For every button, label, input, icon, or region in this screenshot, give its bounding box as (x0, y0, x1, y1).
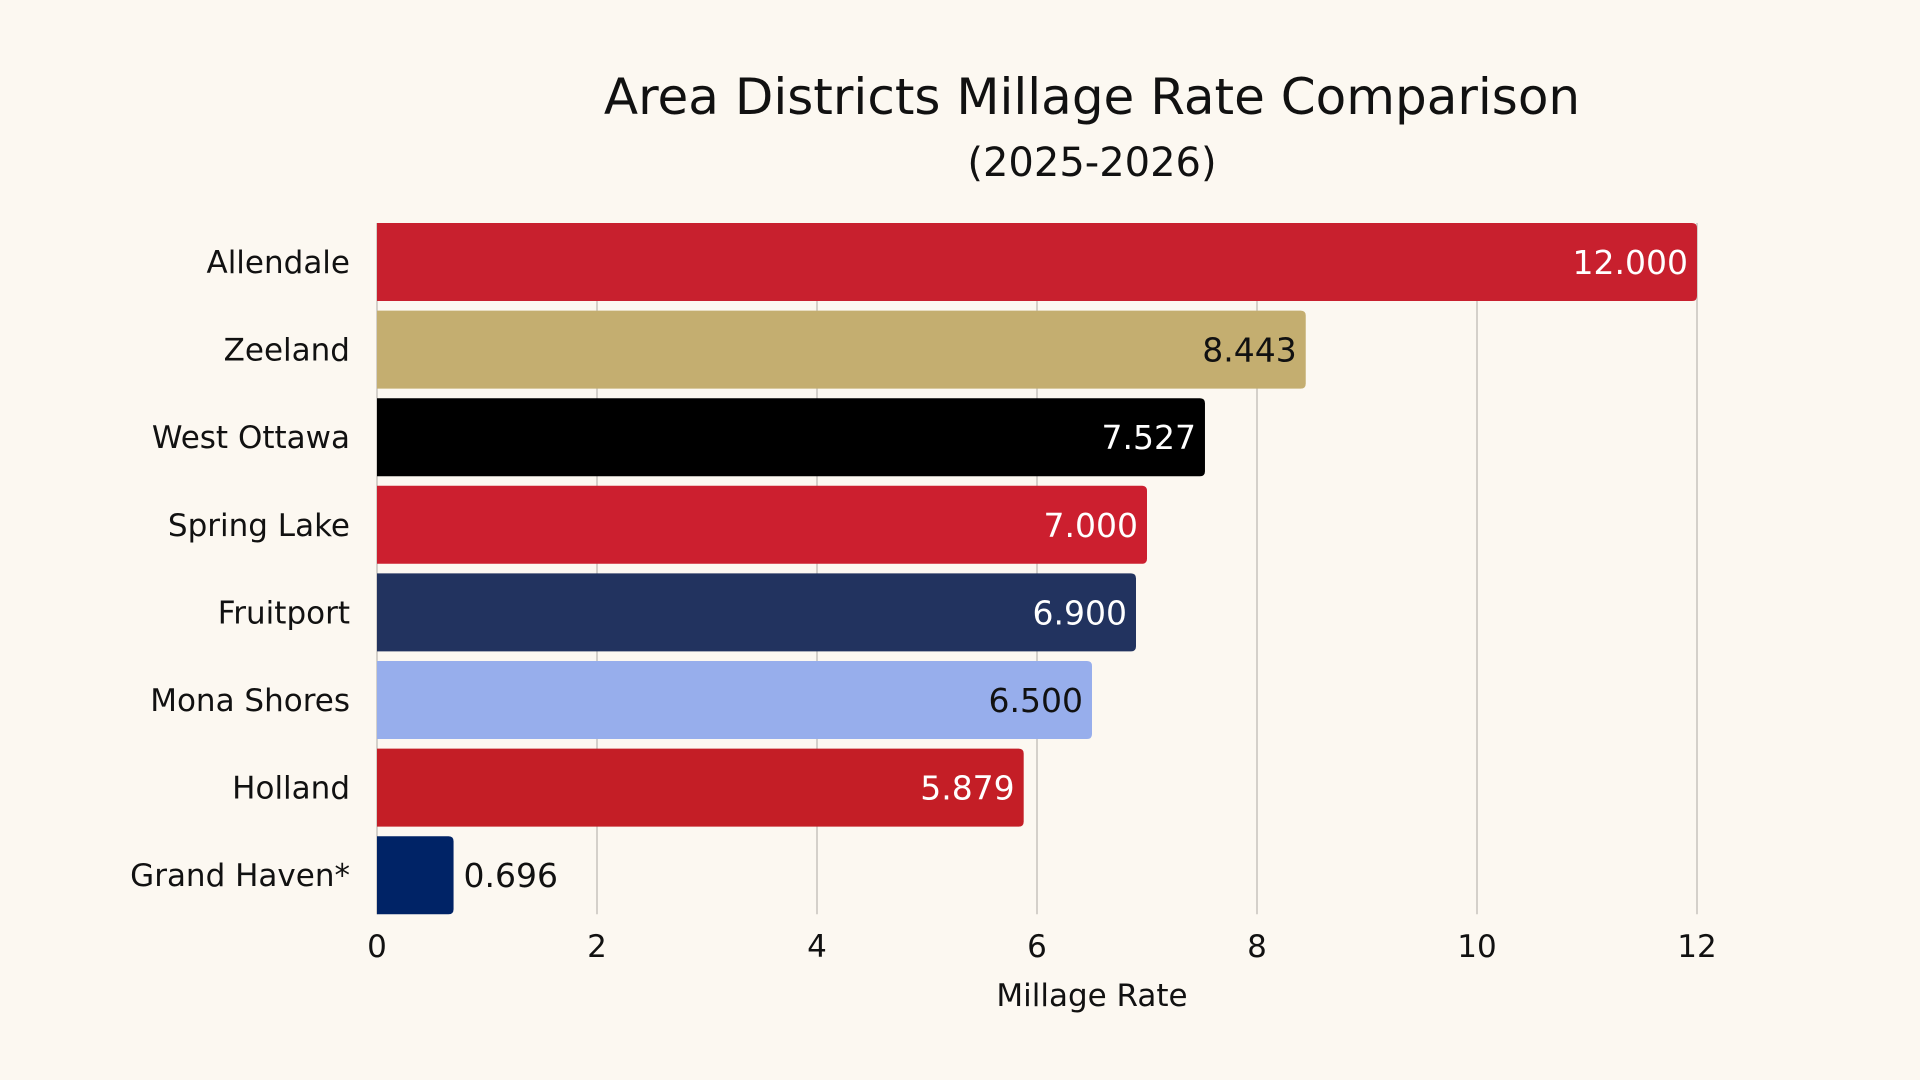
bar (377, 223, 1697, 301)
value-label: 7.000 (1044, 506, 1138, 545)
value-label: 6.500 (989, 681, 1083, 720)
bar (377, 748, 1024, 827)
value-label: 7.527 (1101, 418, 1195, 457)
category-label: Spring Lake (168, 508, 350, 544)
value-label: 6.900 (1033, 593, 1127, 632)
bar (377, 310, 1306, 389)
x-tick-label: 10 (1457, 929, 1496, 965)
category-labels: Allendale Zeeland West Ottawa Spring Lake Fr… (130, 245, 350, 894)
value-label: 5.879 (920, 769, 1014, 808)
value-label: 12.000 (1573, 243, 1688, 282)
bar (377, 398, 1205, 477)
value-label: 8.443 (1202, 331, 1296, 370)
category-label: Zeeland (224, 333, 350, 369)
x-tick-label: 8 (1247, 929, 1267, 965)
category-label: Holland (232, 771, 350, 807)
bar (377, 836, 454, 915)
category-label: Fruitport (218, 595, 350, 631)
x-tick-label: 6 (1027, 929, 1047, 965)
bar (377, 573, 1136, 652)
chart-subtitle: (2025-2026) (967, 140, 1216, 186)
x-tick-label: 12 (1677, 929, 1716, 965)
bar (377, 661, 1092, 739)
x-tick-label: 4 (807, 929, 827, 965)
category-label: Grand Haven* (130, 858, 350, 894)
x-axis-ticks: 0 2 4 6 8 10 12 (367, 929, 1717, 965)
x-axis-label: Millage Rate (996, 978, 1187, 1014)
value-label: 0.696 (464, 856, 558, 895)
bar (377, 485, 1147, 564)
x-tick-label: 0 (367, 929, 387, 965)
category-label: West Ottawa (152, 420, 350, 456)
category-label: Mona Shores (150, 683, 350, 719)
x-tick-label: 2 (587, 929, 607, 965)
category-label: Allendale (206, 245, 350, 281)
chart-title: Area Districts Millage Rate Comparison (604, 68, 1580, 126)
bars: 12.000 8.443 7.527 7.000 6.900 6.500 5.879 0.69… (377, 223, 1697, 915)
